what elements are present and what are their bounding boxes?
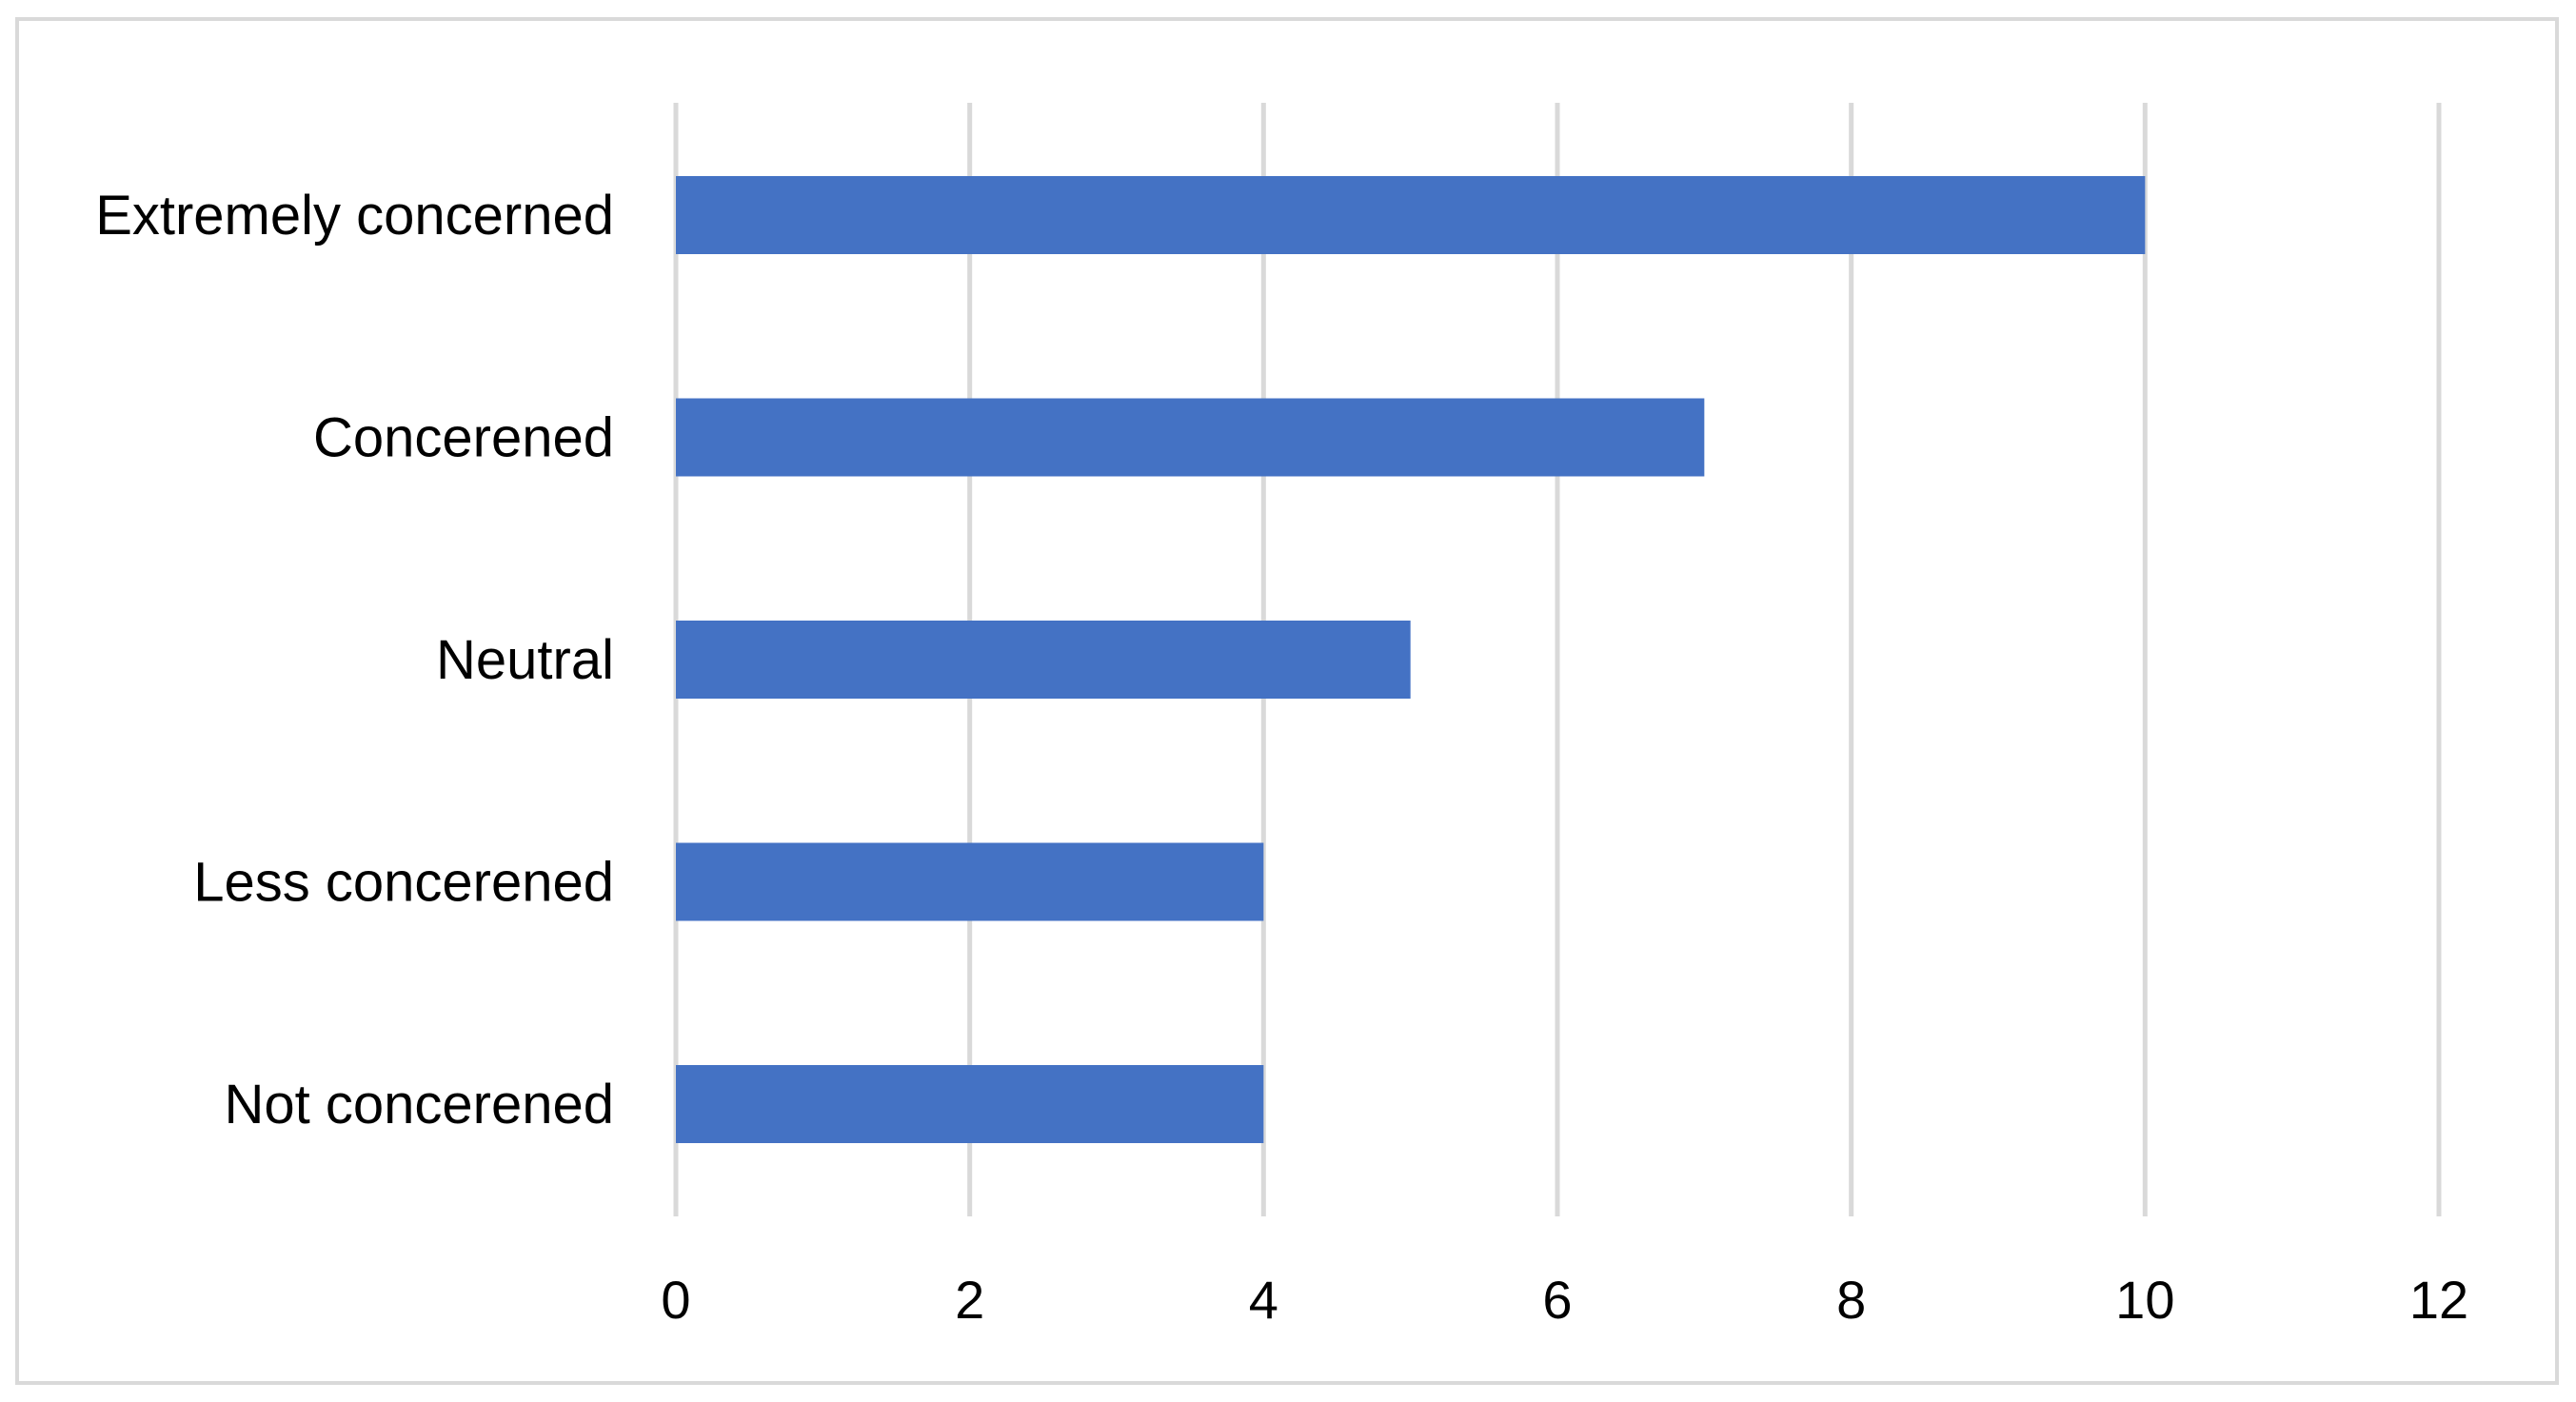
bar <box>676 398 1705 477</box>
category-label: Extremely concerned <box>95 185 614 247</box>
category-labels: Extremely concerned Concerened Neutral Less… <box>95 185 614 1135</box>
bar <box>676 1065 1264 1143</box>
category-label: Less concerened <box>193 852 614 914</box>
bar <box>676 621 1411 699</box>
bars <box>676 176 2146 1143</box>
x-tick-labels: 0 2 4 6 8 10 12 <box>661 1270 2468 1330</box>
x-tick-label: 0 <box>661 1270 690 1330</box>
x-tick-label: 8 <box>1836 1270 1866 1330</box>
x-tick-label: 10 <box>2115 1270 2174 1330</box>
gridlines <box>673 103 2442 1216</box>
x-tick-label: 6 <box>1542 1270 1572 1330</box>
category-label: Not concerened <box>225 1074 614 1135</box>
bar <box>676 176 2146 254</box>
x-tick-label: 2 <box>955 1270 984 1330</box>
category-label: Concerened <box>313 407 614 469</box>
category-label: Neutral <box>436 629 614 691</box>
x-tick-label: 12 <box>2409 1270 2468 1330</box>
bar <box>676 842 1264 921</box>
x-tick-label: 4 <box>1249 1270 1278 1330</box>
